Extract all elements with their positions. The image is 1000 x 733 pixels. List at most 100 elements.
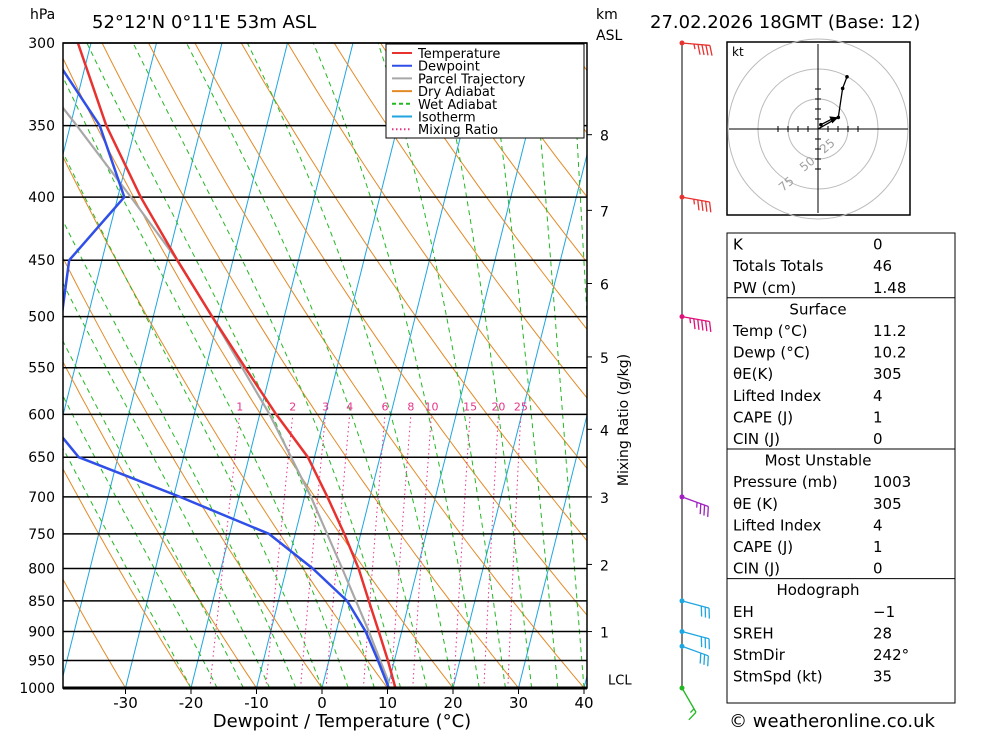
index-label: Temp (°C) (732, 322, 807, 340)
wind-barb (679, 629, 711, 650)
index-value: 0 (873, 236, 883, 254)
wind-barb (679, 494, 709, 517)
copyright: © weatheronline.co.uk (729, 711, 935, 732)
wind-barb-flag (703, 505, 706, 516)
mixing-ratio-label: 20 (491, 400, 505, 413)
mixing-ratio-label: 10 (424, 400, 438, 413)
section-title: Most Unstable (765, 452, 872, 470)
temp-tick-label: 10 (378, 694, 397, 712)
hodograph-point (840, 86, 845, 91)
index-label: PW (cm) (733, 279, 796, 297)
indices-table: K 0 Totals Totals 46 PW (cm) 1.48 Surface Temp … (726, 232, 956, 704)
hodograph-point (819, 122, 823, 127)
mixing-ratio-label: 6 (381, 400, 388, 413)
wind-barb-flag (699, 653, 702, 664)
legend-entry: Mixing Ratio (418, 123, 498, 138)
wind-barb-flag (697, 199, 700, 211)
wind-barb-flag (688, 711, 697, 721)
index-label: CAPE (J) (733, 408, 793, 426)
temp-tick-label: 20 (443, 694, 462, 712)
wet-adiabat-line (571, 43, 587, 324)
index-label: CIN (J) (733, 430, 780, 448)
parcel-trajectory-line (63, 106, 390, 684)
mixing-ratio-label: 4 (346, 400, 353, 413)
index-value: 46 (873, 257, 892, 275)
wet-adiabat-line (63, 282, 271, 688)
wind-barb (679, 314, 712, 332)
pressure-label: 800 (28, 561, 55, 577)
wind-barb-staff (681, 316, 710, 323)
lcl-label: LCL (608, 674, 632, 689)
index-value: 35 (873, 668, 892, 686)
pressure-label: 1000 (19, 681, 55, 697)
km-tick-label: 2 (600, 558, 609, 574)
temp-tick-label: 40 (574, 694, 593, 712)
dry-adiabat-line (63, 57, 454, 688)
index-value: 1.48 (873, 279, 906, 297)
wind-barb-half-flag (689, 708, 695, 714)
index-label: Lifted Index (733, 516, 821, 534)
wind-barb-flag (697, 319, 700, 330)
wind-barb-half-flag (689, 317, 692, 324)
index-label: Pressure (mb) (733, 473, 838, 491)
hpa-label: hPa (30, 7, 55, 23)
index-value: 4 (873, 387, 883, 405)
index-label: θE(K) (733, 365, 773, 383)
wet-adiabat-line (186, 43, 428, 688)
km-tick-label: 3 (600, 491, 609, 507)
mixing-ratio-line (362, 414, 386, 688)
index-label: SREH (733, 624, 774, 642)
wind-barb-flag (707, 655, 709, 667)
index-value: 242° (873, 646, 909, 664)
wind-barb-flag (704, 201, 708, 212)
hodograph-point (845, 75, 849, 79)
datetime-title: 27.02.2026 18GMT (Base: 12) (650, 12, 920, 33)
wind-profile (679, 40, 713, 721)
legend-entry: Temperature (417, 47, 500, 62)
pressure-label: 650 (28, 450, 55, 466)
wet-adiabat-line (531, 43, 585, 688)
legend-entry: Dry Adiabat (418, 85, 495, 100)
isotherm-line (63, 43, 157, 418)
index-label: StmDir (733, 646, 786, 664)
km-tick-label: 6 (600, 278, 609, 294)
pressure-label: 950 (28, 654, 55, 670)
index-label: EH (733, 603, 754, 621)
isotherm-line (0, 43, 25, 688)
mixing-ratio-line (507, 414, 522, 688)
mixing-ratio-line (453, 414, 471, 688)
mixing-ratio-label: 8 (407, 400, 414, 413)
index-label: θE (K) (733, 495, 778, 513)
mixing-ratio-label: 1 (236, 400, 243, 413)
index-label: K (733, 236, 744, 254)
index-value: 1 (873, 538, 883, 556)
axis-ticks: -30 -20 -10 0 10 20 30 40 1 2 3 4 5 6 7 8 (113, 129, 609, 712)
pressure-label: 300 (28, 36, 55, 52)
profiles (63, 43, 397, 688)
mixing-ratio-labels: 1 2 3 4 6 8 10 15 20 25 (236, 400, 528, 413)
wet-adiabat-line (487, 43, 559, 688)
mixing-ratio-label: 3 (322, 400, 329, 413)
wind-barb-flag (707, 506, 709, 517)
index-label: CAPE (J) (733, 538, 793, 556)
temp-tick-label: -10 (244, 694, 269, 712)
hodograph-unit: kt (732, 45, 744, 59)
wet-adiabat-line (63, 340, 244, 688)
wind-barb-flag (703, 654, 706, 665)
temperature-line (76, 43, 397, 688)
index-label: Totals Totals (732, 257, 824, 275)
mixing-ratio-label: 2 (289, 400, 296, 413)
isotherm-line (452, 152, 587, 688)
pressure-label: 450 (28, 253, 55, 269)
index-value: −1 (873, 603, 895, 621)
isotherm-line (321, 43, 485, 688)
wind-barb-half-flag (693, 43, 696, 50)
legend-entry: Dewpoint (418, 60, 480, 75)
index-value: 10.2 (873, 344, 906, 362)
pressure-label: 500 (28, 310, 55, 326)
km-tick-label: 4 (600, 423, 609, 439)
wind-barb-staff (681, 630, 710, 640)
km-tick-label: 1 (600, 626, 609, 642)
isotherm-line (190, 43, 354, 688)
